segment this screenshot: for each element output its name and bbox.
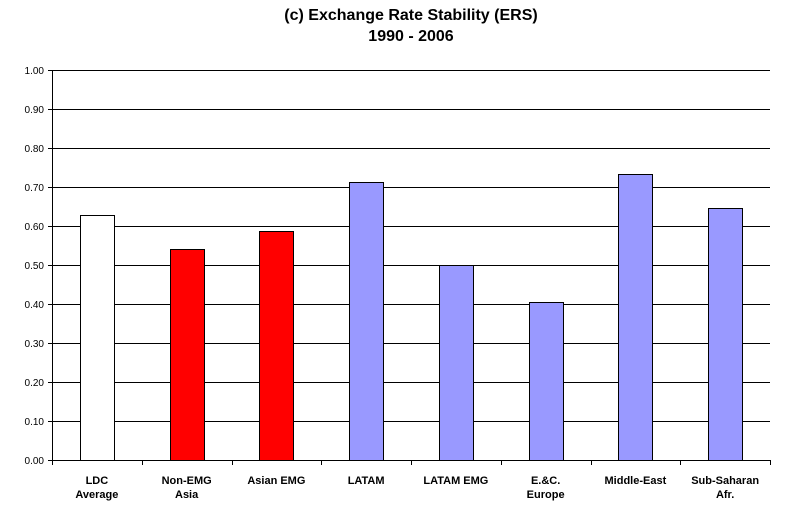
y-tick-label: 0.20 (25, 378, 45, 389)
y-axis-ticks: 0.00 0.10 0.20 0.30 0.40 0.50 0.60 0.70 0.80 0.90… (25, 66, 52, 467)
x-category-label: LATAM EMG (423, 475, 488, 487)
chart-title-line: (c) Exchange Rate Stability (ERS) (284, 7, 537, 24)
bar (80, 215, 115, 461)
x-category-label: Afr. (716, 489, 734, 501)
y-tick-label: 0.00 (25, 456, 45, 467)
bar (439, 265, 474, 461)
bar (618, 174, 653, 461)
x-category-label: Europe (527, 489, 565, 501)
y-tick-label: 0.90 (25, 105, 45, 116)
x-category-label: E.&C. (531, 475, 560, 487)
x-category-label: Non-EMG (162, 475, 212, 487)
x-category-label: Asian EMG (247, 475, 305, 487)
bar (170, 249, 205, 461)
bar (529, 302, 564, 461)
x-axis-categories: LDC Average Non-EMG Asia Asian EMG LATAM LATAM… (75, 475, 759, 501)
bar (259, 231, 294, 461)
y-tick-label: 0.60 (25, 222, 45, 233)
bar (708, 208, 743, 461)
chart-title: (c) Exchange Rate Stability (ERS) 1990 - … (284, 7, 537, 45)
x-category-label: LATAM (348, 475, 385, 487)
x-category-label: LDC (86, 475, 109, 487)
y-tick-label: 0.40 (25, 300, 45, 311)
bar (349, 182, 384, 461)
gridlines (52, 70, 770, 422)
y-tick-label: 0.70 (25, 183, 45, 194)
y-tick-label: 1.00 (25, 66, 45, 77)
chart-title-line: 1990 - 2006 (368, 28, 454, 45)
axes (52, 70, 771, 465)
x-category-label: Sub-Saharan (691, 475, 759, 487)
x-category-label: Average (75, 489, 118, 501)
x-category-label: Middle-East (605, 475, 667, 487)
y-tick-label: 0.80 (25, 144, 45, 155)
y-tick-label: 0.30 (25, 339, 45, 350)
bars (80, 174, 743, 461)
y-tick-label: 0.50 (25, 261, 45, 272)
y-tick-label: 0.10 (25, 417, 45, 428)
x-category-label: Asia (175, 489, 199, 501)
